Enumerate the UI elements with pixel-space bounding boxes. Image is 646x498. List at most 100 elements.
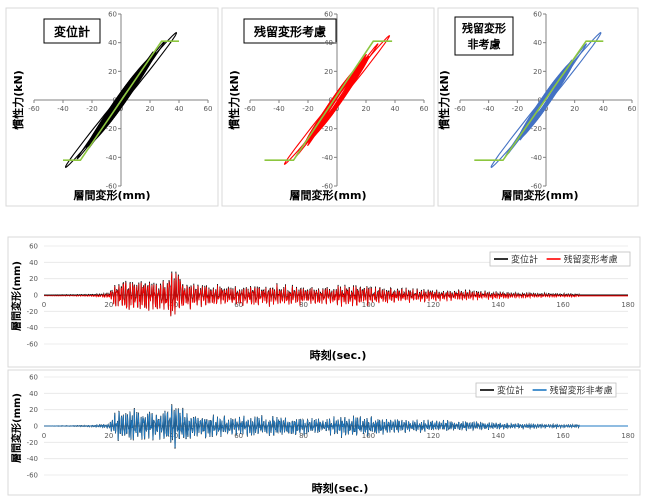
hysteresis-chart-displacement-meter: 変位計 層間変形(mm) 慣性力(kN) -60 -40 -20 0 20 40 60 -60… [5,7,219,207]
chart-title-box [243,18,337,44]
x-tick-label: -40 [483,105,494,113]
x-axis-label: 層間変形(mm) [74,188,151,202]
y-tick-label: -20 [531,125,542,133]
y-tick-label: 0 [34,292,38,300]
x-tick-label: 80 [299,432,308,440]
x-tick-label: 40 [169,301,178,309]
y-tick-label: -20 [106,125,117,133]
time-history-chart-residual: 時刻(sec.) 層間変形(mm) -60 -40 -20 0 20 40 60 0 20 40 6… [7,236,641,368]
x-tick-label: 160 [556,432,569,440]
hysteresis-outer-loop [519,59,573,141]
x-tick-label: 0 [335,105,339,113]
x-tick-label: 20 [104,432,113,440]
y-axis-label: 慣性力(kN) [11,70,25,131]
y-tick-label: -60 [27,341,38,349]
x-tick-label: 60 [204,105,213,113]
y-tick-label: 20 [29,406,38,414]
hysteresis-outer-loop [306,54,368,146]
y-tick-label: -60 [322,183,333,191]
y-tick-label: 20 [29,275,38,283]
y-axis-label: 層間変形(mm) [10,261,23,331]
y-tick-label: 40 [29,259,38,267]
y-tick-label: 40 [29,390,38,398]
x-tick-label: -20 [86,105,97,113]
series-line-1 [44,405,580,448]
x-tick-label: 60 [628,105,637,113]
chart-title: 残留変形考慮 [254,24,326,39]
x-axis-label: 層間変形(mm) [502,188,579,202]
y-tick-label: 20 [324,68,333,76]
x-tick-label: -40 [57,105,68,113]
x-tick-label: 160 [556,301,569,309]
x-tick-label: 140 [492,432,505,440]
x-tick-label: 40 [391,105,400,113]
y-tick-label: 60 [108,11,117,19]
chart-title-box [454,16,514,56]
x-tick-label: 40 [169,432,178,440]
x-tick-label: 40 [175,105,184,113]
x-tick-label: 60 [234,301,243,309]
y-tick-label: -20 [27,439,38,447]
y-axis-label: 層間変形(mm) [10,393,23,463]
x-tick-label: 20 [362,105,371,113]
time-history-chart-no-residual: 時刻(sec.) 層間変形(mm) -60 -40 -20 0 20 40 60 0 20 40 6… [7,369,641,496]
x-tick-label: 80 [299,301,308,309]
x-tick-label: -40 [273,105,284,113]
x-tick-label: 180 [621,301,634,309]
x-tick-label: 60 [234,432,243,440]
y-axis-label: 慣性力(kN) [437,70,451,131]
y-tick-label: -40 [106,154,117,162]
y-tick-label: -40 [531,154,542,162]
hysteresis-chart-with-residual: 残留変形考慮 層間変形(mm) 慣性力(kN) -60 -40 -20 0 20 40 60… [221,7,435,207]
x-tick-label: 0 [119,105,123,113]
y-tick-label: -20 [27,308,38,316]
x-tick-label: 120 [427,301,440,309]
x-tick-label: 120 [427,432,440,440]
series-line-1 [44,273,580,317]
y-tick-label: -60 [106,183,117,191]
skeleton-curve [474,40,604,161]
legend-label: 変位計 [511,254,538,266]
x-tick-label: -60 [244,105,255,113]
y-tick-label: 0 [34,423,38,431]
skeleton-curve [264,40,393,161]
x-tick-label: 140 [492,301,505,309]
hysteresis-outer-loop [64,31,178,169]
x-tick-label: -60 [454,105,465,113]
x-tick-label: 180 [621,432,634,440]
y-tick-label: -20 [322,125,333,133]
y-tick-label: 60 [324,11,333,19]
x-tick-label: 0 [544,105,548,113]
y-tick-label: -40 [322,154,333,162]
x-tick-label: 20 [570,105,579,113]
legend-label: 残留変形考慮 [564,254,618,266]
y-tick-label: 40 [324,39,333,47]
skeleton-curve [63,40,179,161]
y-tick-label: 20 [533,68,542,76]
legend-label: 変位計 [497,385,524,397]
chart-title-box [43,18,101,44]
chart-title-line-1: 残留変形 [462,21,506,35]
x-tick-label: 40 [599,105,608,113]
y-tick-label: -40 [27,324,38,332]
y-tick-label: 60 [533,11,542,19]
y-tick-label: -40 [27,455,38,463]
x-tick-label: 100 [362,301,375,309]
y-tick-label: 60 [29,243,38,251]
x-tick-label: 0 [42,432,46,440]
x-tick-label: -20 [302,105,313,113]
x-tick-label: 100 [362,432,375,440]
x-tick-label: 60 [420,105,429,113]
x-axis-label: 層間変形(mm) [290,188,367,202]
chart-title-line-2: 非考慮 [468,37,501,51]
y-tick-label: -60 [531,183,542,191]
y-tick-label: 40 [533,39,542,47]
x-tick-label: 20 [146,105,155,113]
legend-label: 残留変形非考慮 [550,385,613,397]
y-tick-label: 60 [29,374,38,382]
x-tick-label: -60 [28,105,39,113]
y-tick-label: 20 [108,68,117,76]
x-tick-label: 20 [104,301,113,309]
chart-title: 変位計 [54,24,90,39]
